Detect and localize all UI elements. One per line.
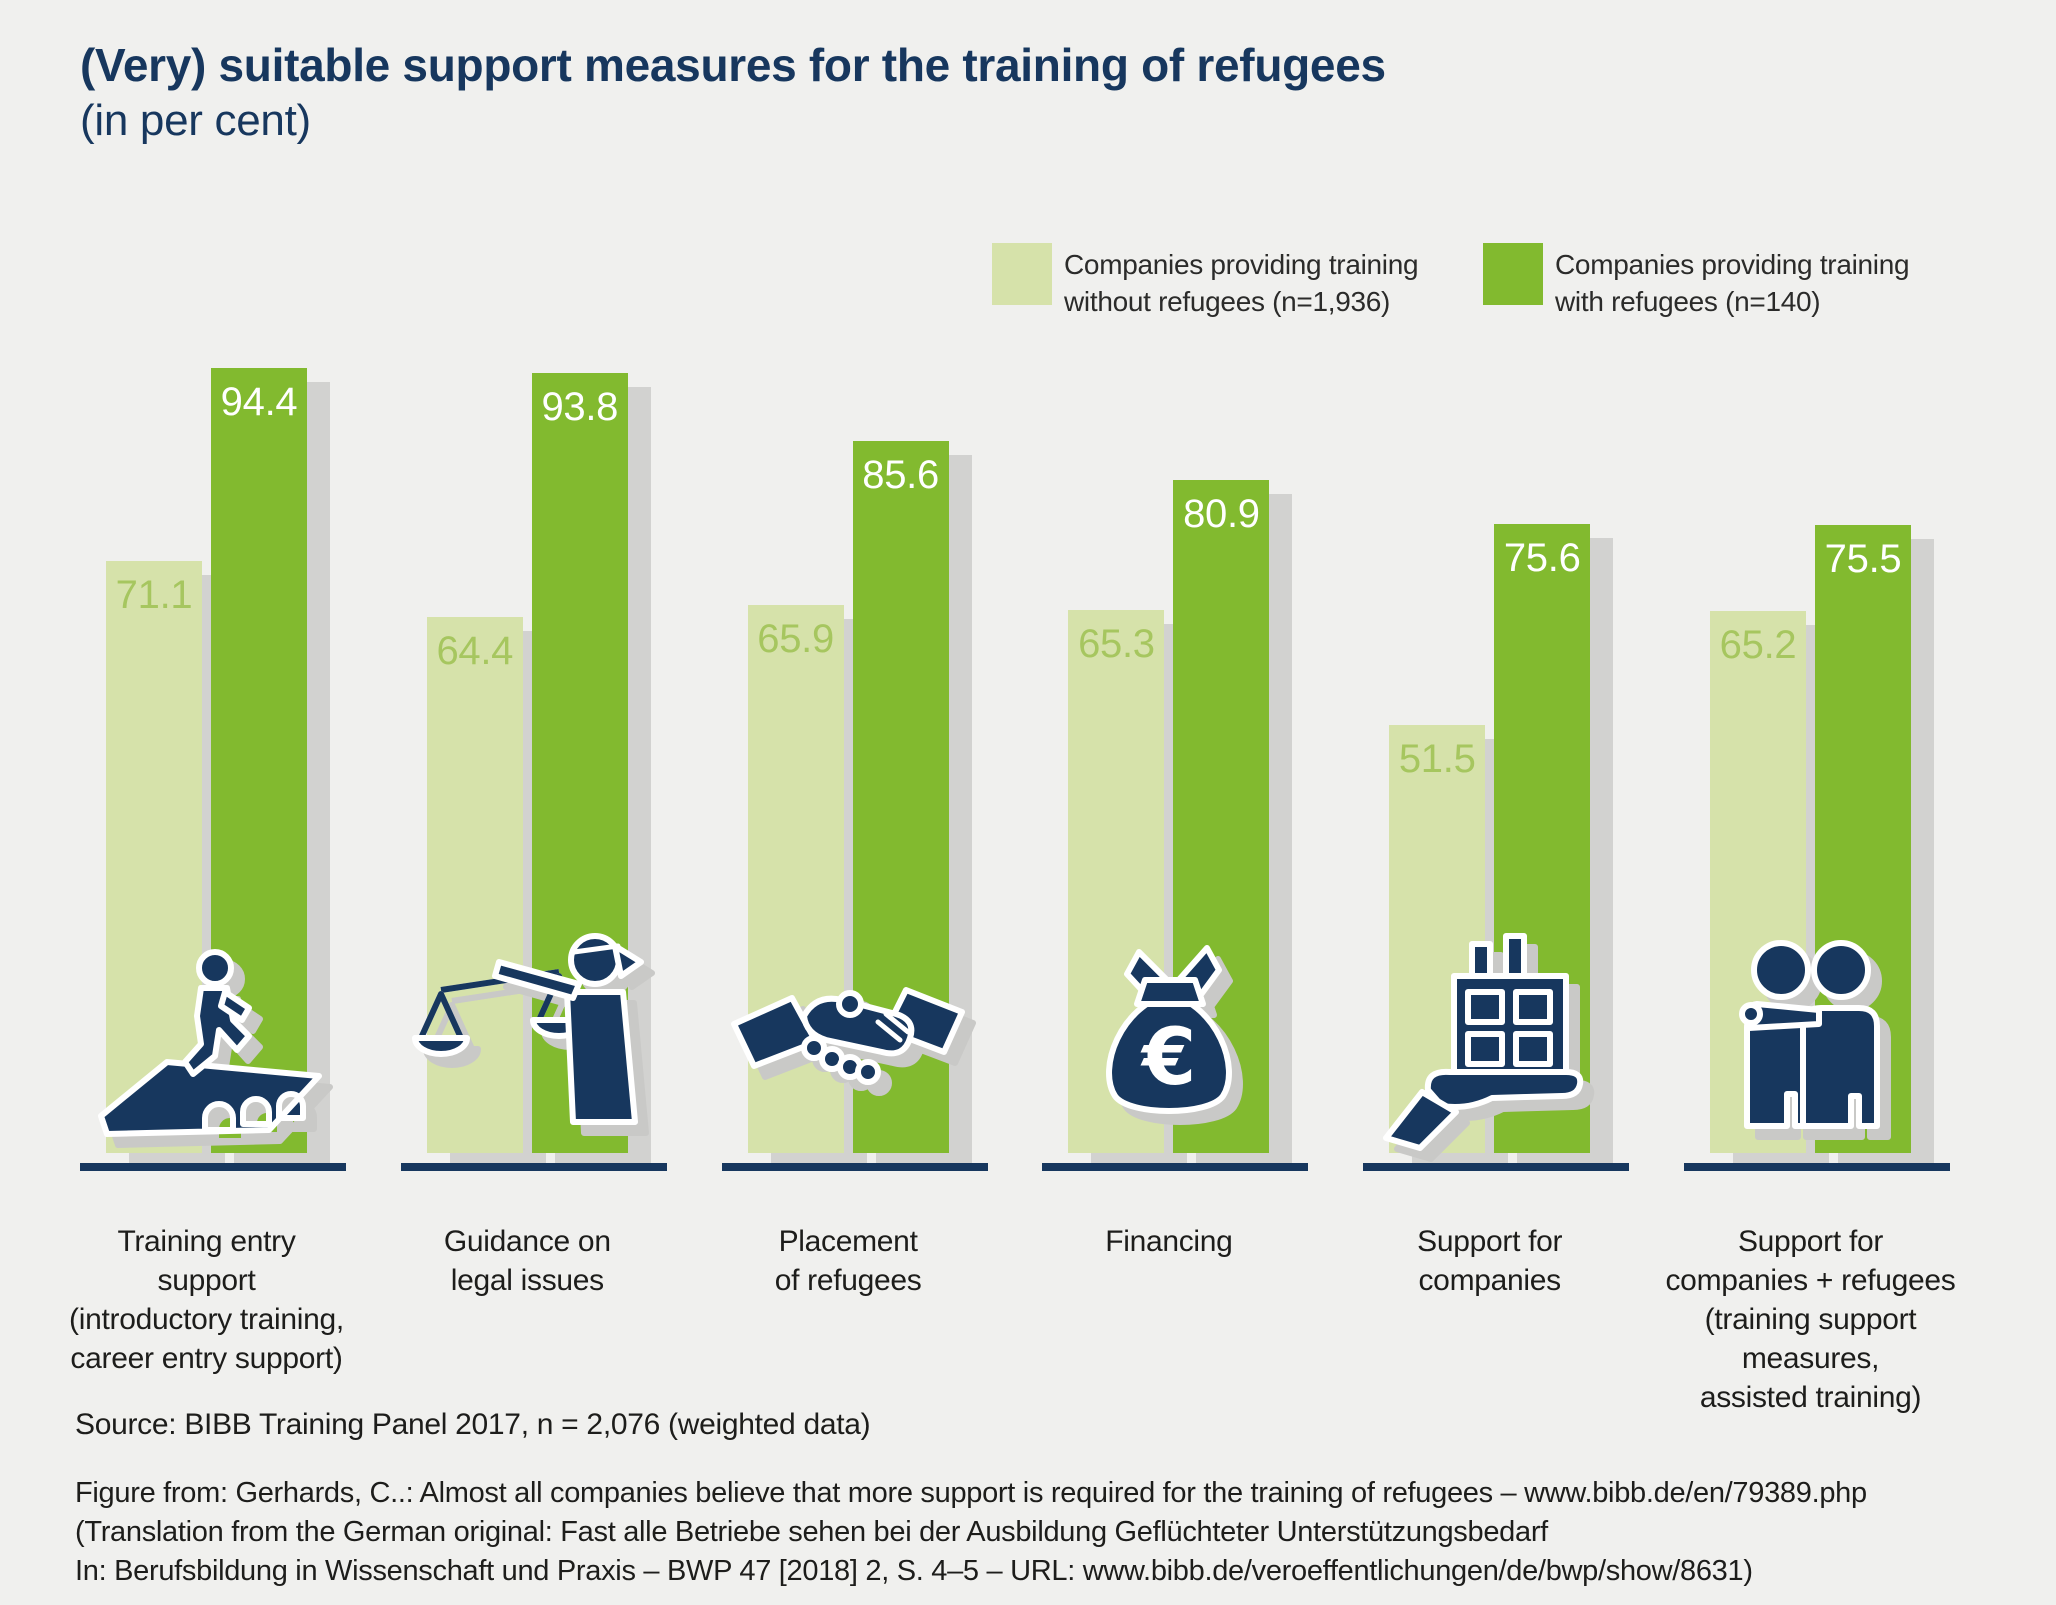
value-label: 65.9 <box>757 616 834 661</box>
category-label: Support for companies + refugees (training… <box>1665 1225 1956 1414</box>
value-label: 51.5 <box>1398 736 1476 781</box>
figure-attribution: Figure from: Gerhards, C..: Almost all c… <box>75 1477 1867 1587</box>
handshake-icon <box>728 918 968 1158</box>
legend-label-without-refugees: Companies providing training without ref… <box>1064 249 1419 317</box>
page-subtitle: (in per cent) <box>80 96 311 145</box>
value-label: 93.8 <box>541 384 619 429</box>
axis-baseline <box>400 1163 667 1171</box>
value-label: 65.3 <box>1078 621 1155 666</box>
value-label: 65.2 <box>1719 622 1797 667</box>
category-label: Placement of refugees <box>774 1225 922 1297</box>
axis-baseline <box>80 1163 346 1171</box>
category-label: Support for companies <box>1417 1225 1563 1297</box>
svg-text:€: € <box>1140 1013 1196 1103</box>
legend-swatch-with-refugees <box>1483 243 1543 305</box>
two-people-icon <box>1691 918 1931 1158</box>
value-label: 80.9 <box>1183 491 1260 536</box>
bar-without-refugees: 64.4 <box>426 617 523 1153</box>
value-label: 64.4 <box>436 629 514 674</box>
value-label: 85.6 <box>862 452 939 497</box>
bridge-walker-icon <box>87 918 327 1158</box>
value-label: 94.4 <box>220 379 298 424</box>
legend-label-with-refugees: Companies providing training with refuge… <box>1555 249 1910 317</box>
source-note: Source: BIBB Training Panel 2017, n = 2,… <box>75 1408 871 1441</box>
category-label: Training entry support (introductory train… <box>69 1225 344 1375</box>
category-label: Financing <box>1105 1225 1233 1258</box>
hand-building-icon <box>1370 918 1610 1158</box>
value-label: 75.5 <box>1824 536 1902 581</box>
justice-scales-icon <box>407 918 647 1158</box>
axis-baseline <box>721 1163 988 1171</box>
page-title: (Very) suitable support measures for the… <box>80 39 1386 91</box>
bar-with-refugees: 75.5 <box>1815 524 1911 1153</box>
value-label: 75.6 <box>1503 536 1581 580</box>
axis-baseline <box>1363 1163 1630 1171</box>
axis-baseline <box>1684 1163 1950 1171</box>
axis-baseline <box>1042 1163 1309 1171</box>
bar-without-refugees: 71.1 <box>106 561 202 1153</box>
money-bag-icon: € <box>1049 918 1289 1158</box>
legend-swatch-without-refugees <box>992 243 1052 305</box>
category-label: Guidance on legal issues <box>443 1225 611 1297</box>
value-label: 71.1 <box>115 573 193 618</box>
